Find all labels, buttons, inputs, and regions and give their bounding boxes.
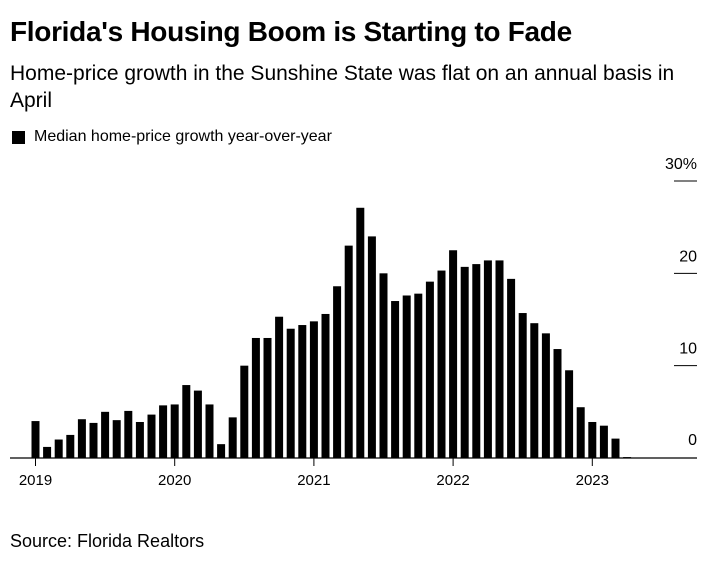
bar-2021-07 [379, 273, 388, 458]
bar-2021-10 [414, 293, 423, 458]
bar-2020-12 [298, 325, 307, 458]
legend-label: Median home-price growth year-over-year [34, 128, 332, 145]
bar-2019-12 [159, 405, 168, 458]
bar-2019-03 [54, 439, 63, 458]
bar-2019-08 [112, 420, 121, 458]
bar-2022-07 [518, 313, 527, 458]
bar-2019-07 [101, 411, 110, 458]
bar-2022-02 [460, 266, 469, 458]
bar-2022-05 [495, 260, 504, 458]
bar-2020-05 [217, 444, 226, 458]
bar-2022-06 [507, 278, 516, 458]
bar-2019-05 [77, 419, 86, 458]
bar-2021-04 [344, 245, 353, 458]
bar-2020-08 [251, 337, 260, 458]
bar-2021-06 [367, 236, 376, 458]
source-note: Source: Florida Realtors [10, 531, 205, 551]
bar-2021-03 [333, 286, 342, 458]
bar-2022-03 [472, 264, 481, 458]
y-tick-label-20: 20 [679, 248, 697, 265]
bar-2019-04 [66, 434, 75, 458]
x-tick-label-2022: 2022 [436, 472, 469, 489]
bar-2023-01 [588, 421, 597, 458]
x-tick-label-2019: 2019 [19, 472, 52, 489]
bar-2021-11 [425, 281, 434, 458]
bar-2019-11 [147, 414, 156, 458]
bar-2020-10 [275, 316, 284, 458]
legend-swatch [12, 130, 25, 144]
bar-2022-12 [576, 407, 585, 458]
y-tick-label-30: 30% [665, 156, 697, 173]
bar-2020-07 [240, 365, 249, 458]
chart-subtitle: Home-price growth in the Sunshine State … [10, 62, 675, 112]
legend: Median home-price growth year-over-year [12, 128, 332, 146]
chart-title: Florida's Housing Boom is Starting to Fa… [10, 16, 572, 47]
bar-2022-08 [530, 323, 539, 458]
bar-2021-05 [356, 207, 365, 458]
bar-2023-03 [611, 438, 620, 458]
bar-2022-09 [541, 333, 550, 458]
bar-2021-09 [402, 295, 411, 458]
bar-2020-06 [228, 417, 237, 458]
bar-2020-01 [170, 404, 179, 458]
bar-2020-11 [286, 328, 295, 458]
bar-2021-12 [437, 270, 446, 458]
bar-2021-02 [321, 313, 330, 458]
bar-2019-06 [89, 422, 98, 458]
bar-2023-02 [599, 425, 608, 458]
bar-2020-02 [182, 385, 191, 458]
bar-2022-11 [565, 370, 574, 458]
x-tick-label-2020: 2020 [158, 472, 191, 489]
y-tick-label-0: 0 [688, 432, 697, 449]
bar-2020-03 [193, 390, 202, 458]
x-tick-label-2023: 2023 [576, 472, 609, 489]
bar-2019-01 [31, 421, 40, 458]
x-tick-label-2021: 2021 [297, 472, 330, 489]
bar-2019-02 [43, 446, 52, 458]
bar-2021-08 [391, 301, 400, 458]
bar-2022-04 [483, 260, 492, 458]
bar-2022-01 [449, 250, 458, 458]
bar-2021-01 [309, 321, 318, 458]
bar-2020-09 [263, 337, 272, 458]
bar-2022-10 [553, 349, 562, 458]
y-tick-label-10: 10 [679, 341, 697, 358]
bar-2019-09 [124, 410, 133, 458]
bar-2019-10 [135, 421, 144, 458]
bar-2020-04 [205, 404, 214, 458]
